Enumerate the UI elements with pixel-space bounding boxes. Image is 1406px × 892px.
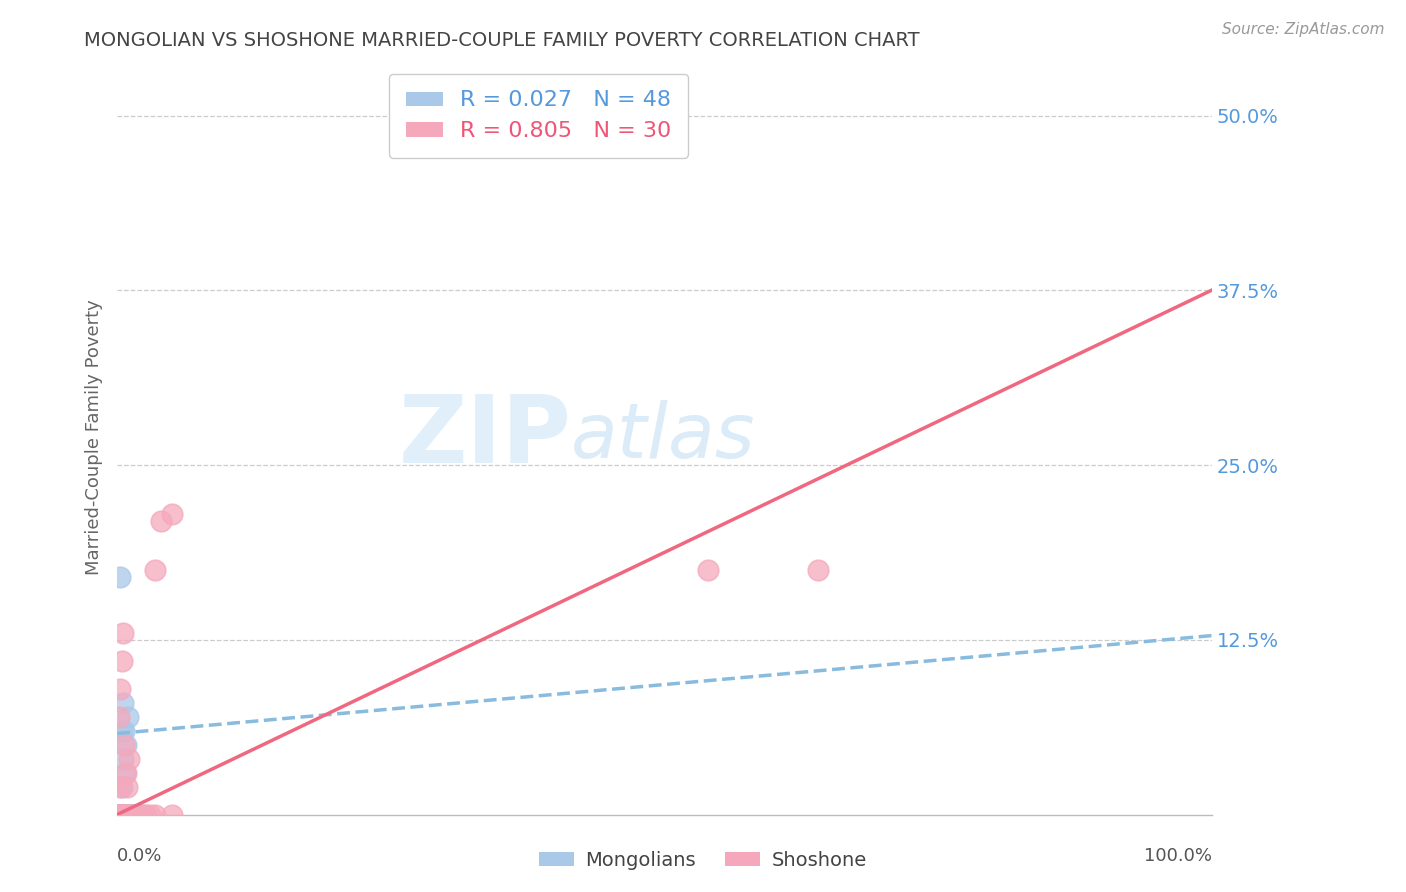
Point bbox=[110, 807, 132, 822]
Point bbox=[114, 807, 136, 822]
Point bbox=[117, 709, 139, 723]
Point bbox=[160, 507, 183, 521]
Point bbox=[129, 807, 152, 822]
Point bbox=[160, 807, 183, 822]
Text: MONGOLIAN VS SHOSHONE MARRIED-COUPLE FAMILY POVERTY CORRELATION CHART: MONGOLIAN VS SHOSHONE MARRIED-COUPLE FAM… bbox=[84, 31, 920, 50]
Point bbox=[110, 780, 132, 794]
Point bbox=[110, 807, 132, 822]
Point bbox=[118, 807, 141, 822]
Point bbox=[122, 807, 145, 822]
Point bbox=[111, 807, 134, 822]
Text: Source: ZipAtlas.com: Source: ZipAtlas.com bbox=[1222, 22, 1385, 37]
Point bbox=[110, 807, 132, 822]
Point bbox=[115, 807, 138, 822]
Point bbox=[145, 563, 167, 577]
Point bbox=[111, 807, 134, 822]
Point bbox=[108, 807, 131, 822]
Point bbox=[134, 807, 156, 822]
Text: atlas: atlas bbox=[571, 401, 756, 474]
Text: 0.0%: 0.0% bbox=[117, 847, 163, 865]
Point bbox=[117, 807, 139, 822]
Point bbox=[112, 807, 135, 822]
Point bbox=[108, 807, 131, 822]
Point bbox=[128, 807, 150, 822]
Point bbox=[117, 807, 139, 822]
Point bbox=[110, 807, 132, 822]
Point bbox=[118, 807, 141, 822]
Point bbox=[112, 807, 135, 822]
Point bbox=[111, 625, 134, 640]
Point bbox=[114, 807, 136, 822]
Point bbox=[120, 807, 142, 822]
Point bbox=[110, 681, 132, 696]
Point bbox=[124, 807, 146, 822]
Text: ZIP: ZIP bbox=[398, 391, 571, 483]
Point bbox=[114, 765, 136, 780]
Point bbox=[115, 807, 138, 822]
Point bbox=[111, 751, 134, 765]
Point bbox=[115, 807, 138, 822]
Point bbox=[697, 563, 720, 577]
Point bbox=[110, 807, 132, 822]
Point bbox=[806, 563, 828, 577]
Point bbox=[122, 807, 145, 822]
Point bbox=[112, 807, 135, 822]
Point bbox=[111, 696, 134, 710]
Point bbox=[110, 723, 132, 738]
Point bbox=[108, 709, 131, 723]
Point bbox=[121, 807, 143, 822]
Point bbox=[120, 807, 142, 822]
Point bbox=[115, 780, 138, 794]
Point bbox=[117, 807, 139, 822]
Point bbox=[149, 514, 172, 528]
Point bbox=[120, 807, 142, 822]
Point bbox=[115, 738, 138, 752]
Point bbox=[112, 807, 135, 822]
Point bbox=[110, 807, 132, 822]
Point bbox=[110, 780, 132, 794]
Point bbox=[111, 807, 134, 822]
Point bbox=[125, 807, 148, 822]
Point bbox=[112, 723, 135, 738]
Point bbox=[120, 807, 142, 822]
Point bbox=[110, 807, 132, 822]
Point bbox=[108, 807, 131, 822]
Point bbox=[114, 807, 136, 822]
Point bbox=[110, 654, 132, 668]
Point bbox=[125, 807, 148, 822]
Point bbox=[145, 807, 167, 822]
Point bbox=[111, 807, 134, 822]
Point bbox=[112, 807, 135, 822]
Point bbox=[139, 807, 162, 822]
Point bbox=[110, 807, 132, 822]
Legend: R = 0.027   N = 48, R = 0.805   N = 30: R = 0.027 N = 48, R = 0.805 N = 30 bbox=[389, 74, 688, 158]
Point bbox=[115, 765, 138, 780]
Point bbox=[134, 807, 156, 822]
Point bbox=[115, 807, 138, 822]
Point bbox=[110, 570, 132, 584]
Point bbox=[112, 738, 135, 752]
Legend: Mongolians, Shoshone: Mongolians, Shoshone bbox=[531, 843, 875, 878]
Point bbox=[110, 807, 132, 822]
Point bbox=[110, 807, 132, 822]
Point bbox=[120, 807, 142, 822]
Point bbox=[110, 807, 132, 822]
Point bbox=[118, 751, 141, 765]
Point bbox=[128, 807, 150, 822]
Y-axis label: Married-Couple Family Poverty: Married-Couple Family Poverty bbox=[86, 299, 103, 575]
Point bbox=[115, 807, 138, 822]
Text: 100.0%: 100.0% bbox=[1143, 847, 1212, 865]
